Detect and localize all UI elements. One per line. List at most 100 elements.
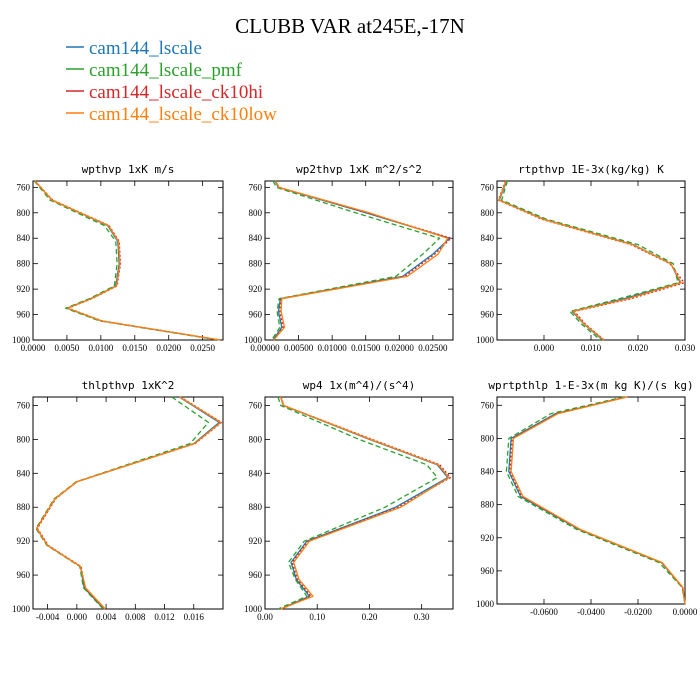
y-tick-label: 960 (481, 566, 495, 576)
panel-title: rtpthvp 1E-3x(kg/kg) K (518, 163, 664, 176)
series-line-4 (498, 180, 682, 341)
panel-5: wp4 1x(m^4)/(s^4) 0.00 0.10 0.20 0.30 760 800 8… (244, 379, 454, 622)
panel-2: wp2thvp 1xK m^2/s^2 0.00000 0.00500 0.01000… (244, 163, 454, 353)
y-tick-label: 760 (481, 182, 495, 192)
series-line-2 (505, 396, 686, 605)
panel-6: wprtpthlp 1-E-3x(m kg K)/(s kg) -0.0600 -0… (476, 379, 698, 617)
y-tick-label: 1000 (244, 335, 263, 345)
panel-title: thlpthvp 1xK^2 (82, 379, 175, 392)
series-line-1 (498, 180, 681, 341)
x-tick-label: 0.004 (96, 612, 117, 622)
y-tick-label: 960 (249, 570, 263, 580)
y-tick-label: 880 (481, 259, 495, 269)
plot-frame (32, 396, 224, 610)
series-line-1 (36, 396, 220, 610)
x-tick-label: 0.020 (628, 343, 649, 353)
panel-1: wpthvp 1xK m/s 0.0000 0.0050 0.0100 0.0150 0.… (12, 163, 224, 353)
series-line-3 (36, 396, 223, 610)
y-tick-label: 840 (17, 468, 31, 478)
x-tick-label: -0.004 (36, 612, 60, 622)
y-tick-label: 960 (17, 310, 31, 320)
y-tick-label: 880 (17, 502, 31, 512)
y-tick-label: 920 (17, 536, 31, 546)
x-tick-label: 0.000 (534, 343, 555, 353)
x-tick-label: 0.016 (184, 612, 205, 622)
x-tick-label: 0.00500 (284, 343, 314, 353)
y-tick-label: 880 (249, 259, 263, 269)
series-line-2 (271, 180, 441, 341)
panel-4: thlpthvp 1xK^2 -0.004 0.000 0.004 0.008 0.012… (12, 379, 224, 622)
legend-label-2: cam144_lscale_pmf (89, 60, 243, 81)
y-tick-label: 840 (249, 233, 263, 243)
y-tick-label: 760 (249, 182, 263, 192)
panel-title: wpthvp 1xK m/s (82, 163, 175, 176)
series-line-4 (36, 396, 222, 610)
series-line-4 (280, 396, 450, 610)
x-tick-label: 0.0100 (88, 343, 113, 353)
x-tick-label: 0.02500 (418, 343, 448, 353)
legend-entry-3: cam144_lscale_ck10hi (66, 82, 263, 103)
series-line-4 (273, 180, 449, 341)
x-tick-label: -0.0600 (530, 607, 558, 617)
y-tick-label: 800 (249, 208, 263, 218)
panels: wpthvp 1xK m/s 0.0000 0.0050 0.0100 0.0150 0.… (12, 163, 698, 622)
y-tick-label: 1000 (244, 604, 263, 614)
legend-entry-1: cam144_lscale (66, 38, 202, 59)
y-tick-label: 960 (481, 310, 495, 320)
x-tick-label: 0.0150 (122, 343, 147, 353)
legend: cam144_lscale cam144_lscale_pmf cam144_l… (66, 38, 277, 125)
y-tick-label: 880 (481, 500, 495, 510)
x-tick-label: 0.000 (67, 612, 88, 622)
y-tick-label: 920 (481, 533, 495, 543)
series-line-1 (508, 396, 686, 605)
x-tick-label: 0.00000 (250, 343, 280, 353)
y-tick-label: 1000 (476, 599, 495, 609)
series-line-2 (277, 396, 438, 610)
y-tick-label: 800 (481, 208, 495, 218)
y-tick-label: 1000 (476, 335, 495, 345)
panel-title: wp4 1x(m^4)/(s^4) (303, 379, 416, 392)
legend-label-4: cam144_lscale_ck10low (89, 104, 277, 125)
x-tick-label: 0.0050 (55, 343, 80, 353)
y-tick-label: 800 (481, 433, 495, 443)
x-tick-label: 0.02000 (385, 343, 415, 353)
y-tick-label: 920 (17, 284, 31, 294)
panel-title: wprtpthlp 1-E-3x(m kg K)/(s kg) (488, 379, 693, 392)
series-line-3 (497, 180, 685, 341)
y-tick-label: 960 (249, 310, 263, 320)
x-tick-label: 0.01500 (351, 343, 381, 353)
series-line-2 (501, 180, 679, 341)
y-tick-label: 840 (481, 467, 495, 477)
y-tick-label: 840 (481, 233, 495, 243)
x-tick-label: 0.0200 (156, 343, 181, 353)
x-tick-label: 0.0000 (21, 343, 46, 353)
legend-entry-2: cam144_lscale_pmf (66, 60, 243, 81)
y-tick-label: 840 (17, 233, 31, 243)
x-tick-label: 0.0000 (673, 607, 698, 617)
panel-3: rtpthvp 1E-3x(kg/kg) K 0.000 0.010 0.020 0.0… (476, 163, 696, 353)
x-tick-label: 0.30 (414, 612, 430, 622)
x-tick-label: 0.20 (362, 612, 378, 622)
legend-label-3: cam144_lscale_ck10hi (89, 82, 263, 103)
plot-frame (264, 180, 454, 341)
series-line-2 (33, 180, 219, 341)
x-tick-label: 0.0250 (190, 343, 215, 353)
plot-frame (496, 180, 686, 341)
y-tick-label: 880 (249, 502, 263, 512)
series-line-1 (272, 180, 451, 341)
y-tick-label: 760 (17, 182, 31, 192)
y-tick-label: 800 (17, 208, 31, 218)
series-line-3 (509, 396, 686, 605)
legend-label-1: cam144_lscale (89, 38, 202, 59)
x-tick-label: 0.030 (675, 343, 696, 353)
x-tick-label: 0.008 (125, 612, 146, 622)
plot-frame (32, 180, 224, 341)
series-line-3 (280, 396, 452, 610)
y-tick-label: 920 (249, 536, 263, 546)
plot-frame (264, 396, 454, 610)
figure-title: CLUBB VAR at245E,-17N (235, 14, 465, 38)
x-tick-label: 0.00 (257, 612, 273, 622)
series-line-2 (35, 396, 210, 610)
series-line-4 (510, 396, 686, 605)
